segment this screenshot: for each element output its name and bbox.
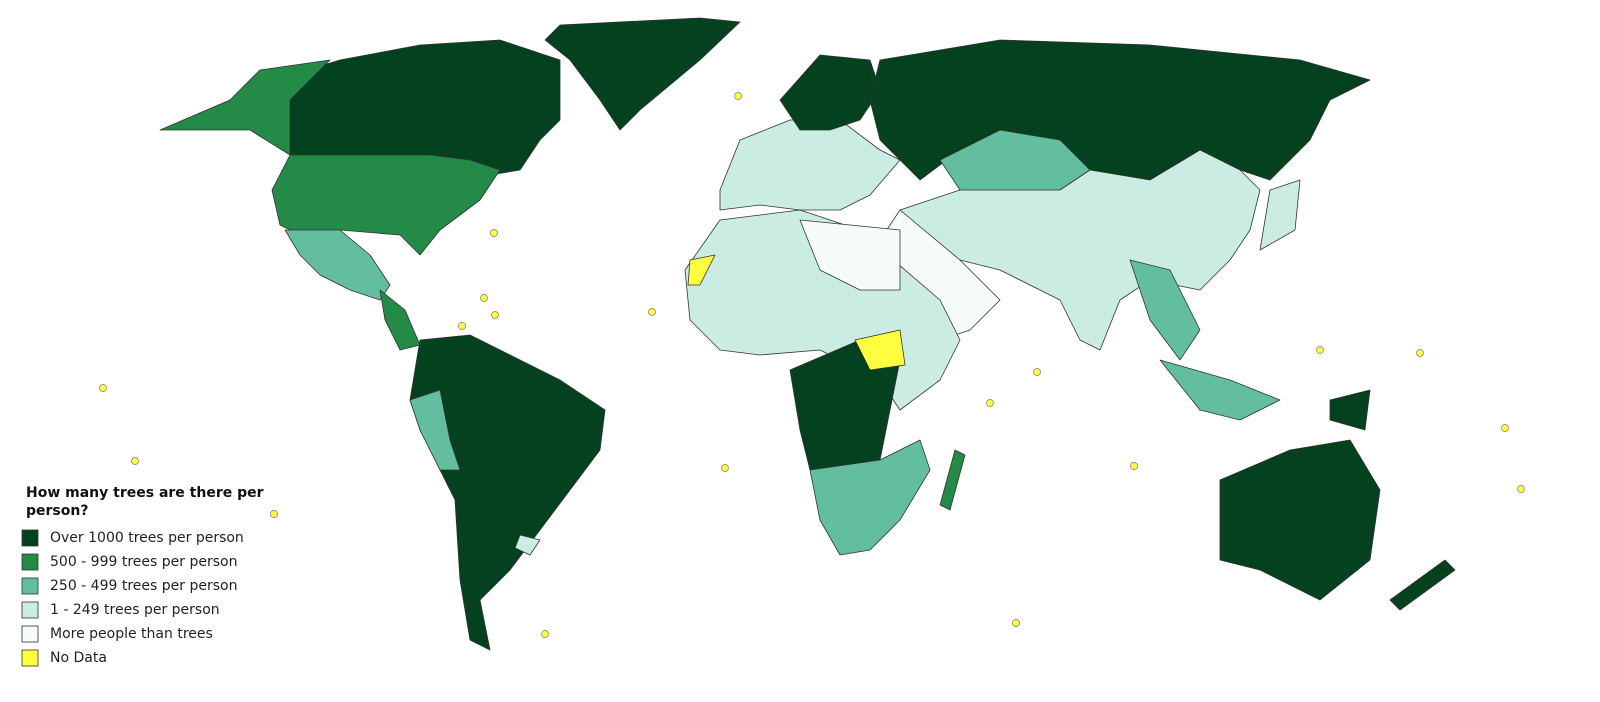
countries (99, 17, 1525, 651)
island (734, 92, 742, 100)
south-sudan (854, 329, 906, 371)
japan (1259, 179, 1301, 251)
legend-swatch (21, 649, 39, 667)
island (1501, 424, 1509, 432)
island (131, 457, 139, 465)
new-zealand (1389, 559, 1456, 611)
island (1130, 462, 1138, 470)
island (986, 399, 994, 407)
legend-title: How many trees are there per person? (26, 485, 264, 519)
legend-title-line: How many trees are there per (26, 485, 264, 501)
island (491, 311, 499, 319)
island (648, 308, 656, 316)
island (480, 294, 488, 302)
island (1316, 346, 1324, 354)
indonesia (1159, 359, 1281, 421)
southern-africa (809, 439, 931, 556)
legend-label: 1 - 249 trees per person (50, 602, 220, 618)
legend-label: 250 - 499 trees per person (50, 578, 237, 594)
south-america (409, 334, 606, 651)
island (458, 322, 466, 330)
island (721, 464, 729, 472)
legend-swatch (21, 553, 39, 571)
small-islands (99, 92, 1525, 638)
greenland (544, 17, 741, 131)
legend-swatch (21, 577, 39, 595)
legend-swatch (21, 625, 39, 643)
uruguay (514, 534, 541, 556)
legend-title-line: person? (26, 503, 88, 519)
egypt-libya (799, 219, 901, 291)
madagascar (939, 449, 966, 511)
island (1012, 619, 1020, 627)
europe (719, 119, 901, 211)
legend-swatch (21, 601, 39, 619)
western-sahara (687, 254, 716, 286)
island (541, 630, 549, 638)
island (99, 384, 107, 392)
legend-swatch (21, 529, 39, 547)
legend-label: No Data (50, 650, 107, 666)
southeast-asia (1129, 259, 1201, 361)
island (270, 510, 278, 518)
scandinavia (779, 54, 881, 131)
central-america (379, 289, 421, 351)
legend: Over 1000 trees per person 500 - 999 tree… (21, 529, 244, 667)
island (1416, 349, 1424, 357)
legend-label: 500 - 999 trees per person (50, 554, 237, 570)
island (490, 229, 498, 237)
island (1033, 368, 1041, 376)
legend-label: Over 1000 trees per person (50, 530, 244, 546)
island (1517, 485, 1525, 493)
papua (1329, 389, 1371, 431)
australia (1219, 439, 1381, 601)
legend-label: More people than trees (50, 626, 213, 642)
mexico (284, 229, 391, 301)
peru (409, 389, 461, 471)
alaska (159, 59, 331, 156)
